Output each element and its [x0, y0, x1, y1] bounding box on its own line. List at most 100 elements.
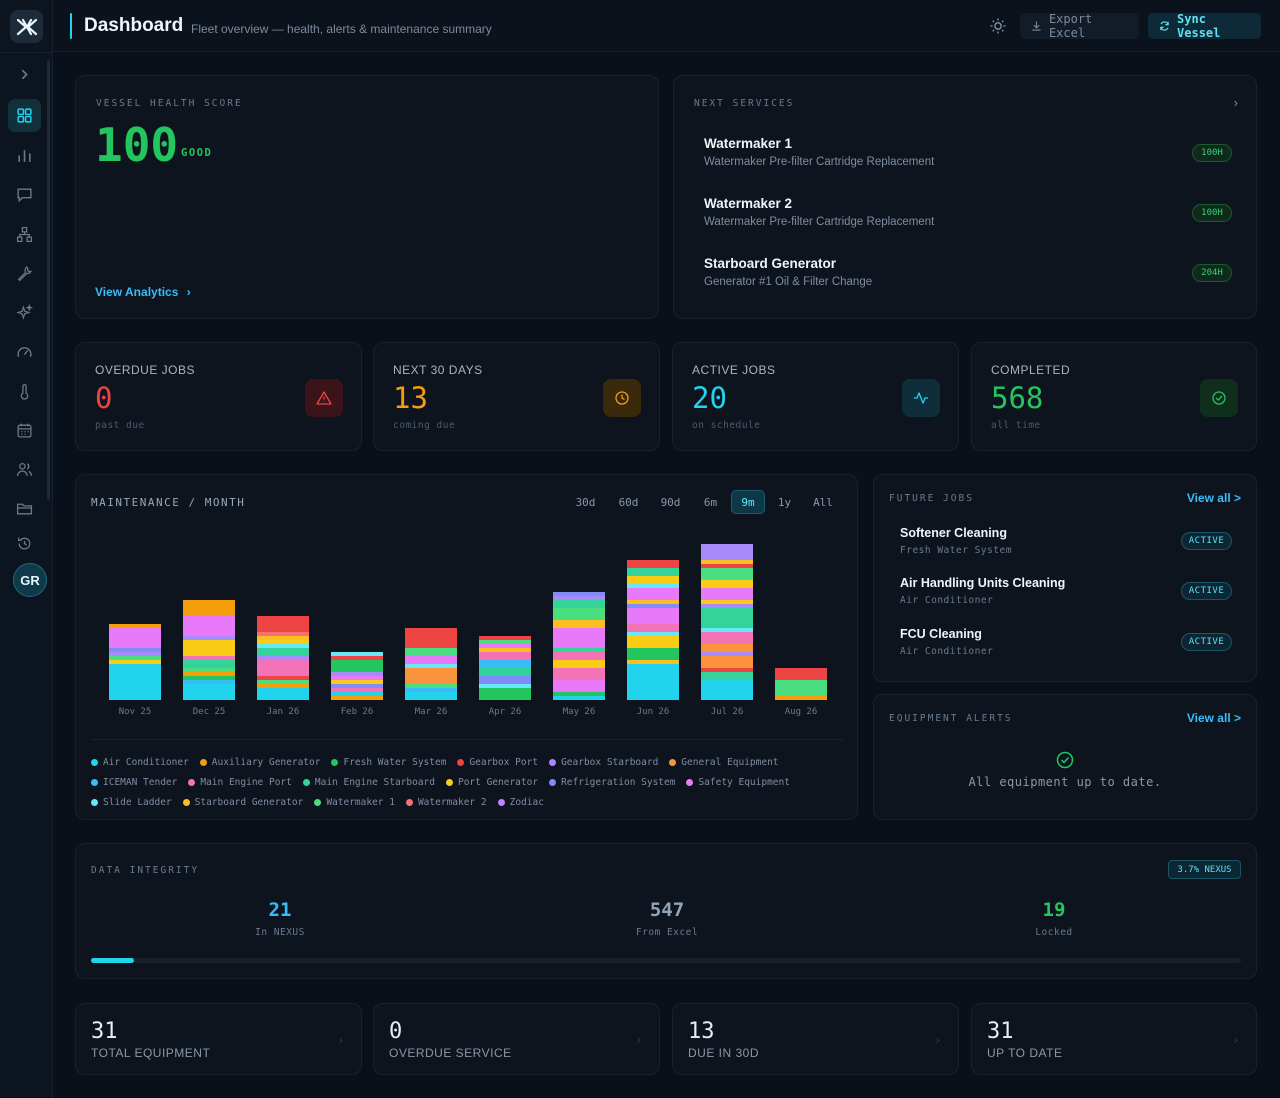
future-job-item[interactable]: FCU Cleaning Air Conditioner ACTIVE	[900, 627, 1232, 657]
bar-dec-25[interactable]	[183, 600, 235, 700]
active-jobs-card[interactable]: ACTIVE JOBS 20 on schedule	[672, 342, 959, 451]
bar-mar-26[interactable]	[405, 628, 457, 700]
next-30-days-card[interactable]: NEXT 30 DAYS 13 coming due	[373, 342, 660, 451]
service-item[interactable]: Watermaker 1 Watermaker Pre-filter Cartr…	[704, 136, 1232, 168]
next-services-card: NEXT SERVICES › Watermaker 1 Watermaker …	[673, 75, 1257, 319]
legend-item[interactable]: Gearbox Starboard	[549, 757, 658, 768]
bar-segment	[775, 668, 827, 680]
range-button-60d[interactable]: 60d	[618, 495, 639, 509]
future-job-item[interactable]: Air Handling Units Cleaning Air Conditio…	[900, 576, 1232, 606]
sync-vessel-button[interactable]: Sync Vessel	[1148, 12, 1261, 40]
sidebar-item-messages[interactable]	[8, 178, 41, 211]
service-item[interactable]: Watermaker 2 Watermaker Pre-filter Cartr…	[704, 196, 1232, 228]
view-analytics-link[interactable]: View Analytics ›	[95, 285, 191, 299]
legend-item[interactable]: ICEMAN Tender	[91, 777, 177, 788]
future-jobs-view-all-link[interactable]: View all >	[1186, 491, 1241, 505]
range-button-all[interactable]: All	[813, 495, 833, 509]
bar-segment	[553, 668, 605, 680]
sidebar-expand-chevron-icon[interactable]	[8, 58, 41, 91]
locked-stat: 19 Locked	[964, 899, 1144, 938]
legend-item[interactable]: Main Engine Starboard	[302, 777, 435, 788]
sidebar-item-hierarchy[interactable]	[8, 218, 41, 251]
chevron-right-icon[interactable]: ›	[1233, 95, 1238, 110]
sidebar-item-ai[interactable]	[8, 296, 41, 329]
bar-jul-26[interactable]	[701, 544, 753, 700]
legend-item[interactable]: Watermaker 2	[405, 797, 487, 808]
bar-jan-26[interactable]	[257, 616, 309, 700]
bar-jun-26[interactable]	[627, 560, 679, 700]
range-button-30d[interactable]: 30d	[575, 495, 596, 509]
data-integrity-card: DATA INTEGRITY 3.7% NEXUS 21 In NEXUS 54…	[75, 843, 1257, 979]
bar-apr-26[interactable]	[479, 636, 531, 700]
legend-item[interactable]: Air Conditioner	[91, 757, 189, 768]
sidebar-item-history[interactable]	[8, 532, 41, 554]
legend-item[interactable]: Port Generator	[445, 777, 538, 788]
x-tick-label: May 26	[563, 707, 596, 717]
sidebar-item-sensors[interactable]	[8, 375, 41, 408]
bar-segment	[257, 688, 309, 700]
bar-segment	[627, 624, 679, 632]
legend-item[interactable]: Watermaker 1	[314, 797, 395, 808]
theme-toggle-sun-icon[interactable]	[988, 16, 1008, 36]
legend-item[interactable]: Gearbox Port	[457, 757, 538, 768]
stat-value: 13	[393, 381, 428, 415]
range-button-9m[interactable]: 9m	[731, 490, 765, 514]
bar-segment	[257, 632, 309, 636]
legend-label: Gearbox Starboard	[561, 756, 659, 768]
legend-label: Safety Equipment	[698, 776, 790, 788]
nexus-percent-badge: 3.7% NEXUS	[1168, 860, 1241, 879]
export-excel-label: Export Excel	[1048, 12, 1093, 40]
bar-segment	[257, 616, 309, 632]
sidebar-item-gauges[interactable]	[8, 336, 41, 369]
sidebar-item-documents[interactable]	[8, 492, 41, 525]
legend-item[interactable]: Slide Ladder	[91, 797, 172, 808]
equipment-alerts-view-all-link[interactable]: View all >	[1186, 711, 1241, 725]
legend-item[interactable]: Auxiliary Generator	[199, 757, 320, 768]
sidebar-item-analytics[interactable]	[8, 139, 41, 172]
legend-item[interactable]: Safety Equipment	[686, 777, 790, 788]
sidebar-item-calendar[interactable]	[8, 414, 41, 447]
range-button-90d[interactable]: 90d	[660, 495, 681, 509]
legend-item[interactable]: General Equipment	[669, 757, 779, 768]
bar-segment	[405, 688, 457, 692]
legend-swatch	[405, 798, 413, 806]
bar-segment	[627, 648, 679, 660]
legend-item[interactable]: Refrigeration System	[549, 777, 675, 788]
due-in-30d-card[interactable]: 13 DUE IN 30D ›	[672, 1003, 959, 1075]
service-desc: Generator #1 Oil & Filter Change	[704, 276, 873, 288]
alerts-empty-state: All equipment up to date.	[874, 751, 1256, 789]
legend-item[interactable]: Main Engine Port	[188, 777, 292, 788]
bar-feb-26[interactable]	[331, 652, 383, 700]
bar-segment	[183, 668, 235, 672]
sidebar-scrollbar[interactable]	[47, 60, 50, 500]
stat-label: DUE IN 30D	[688, 1046, 760, 1060]
bar-nov-25[interactable]	[109, 624, 161, 700]
alerts-message: All equipment up to date.	[968, 775, 1162, 789]
legend-item[interactable]: Starboard Generator	[182, 797, 303, 808]
total-equipment-card[interactable]: 31 TOTAL EQUIPMENT ›	[75, 1003, 362, 1075]
legend-item[interactable]: Fresh Water System	[331, 757, 446, 768]
range-button-1y[interactable]: 1y	[777, 495, 792, 509]
avatar[interactable]: GR	[13, 563, 47, 597]
completed-card[interactable]: COMPLETED 568 all time	[971, 342, 1257, 451]
export-excel-button[interactable]: Export Excel	[1020, 12, 1139, 40]
overdue-service-card[interactable]: 0 OVERDUE SERVICE ›	[373, 1003, 660, 1075]
bar-segment	[405, 664, 457, 668]
check-circle-icon	[1056, 751, 1074, 769]
sidebar-item-crew[interactable]	[8, 453, 41, 486]
up-to-date-card[interactable]: 31 UP TO DATE ›	[971, 1003, 1257, 1075]
integrity-progress-bar	[91, 958, 1241, 963]
nexus-logo-icon[interactable]	[10, 10, 43, 43]
sidebar-item-maintenance[interactable]	[8, 257, 41, 290]
service-item[interactable]: Starboard Generator Generator #1 Oil & F…	[704, 256, 1232, 288]
sidebar-item-dashboard[interactable]	[8, 99, 41, 132]
bar-segment	[331, 660, 383, 672]
overdue-jobs-card[interactable]: OVERDUE JOBS 0 past due	[75, 342, 362, 451]
bar-may-26[interactable]	[553, 592, 605, 700]
bar-aug-26[interactable]	[775, 668, 827, 700]
range-button-6m[interactable]: 6m	[703, 495, 718, 509]
legend-item[interactable]: Zodiac	[497, 797, 544, 808]
service-name: Watermaker 2	[704, 196, 793, 211]
bar-segment	[109, 664, 161, 700]
future-job-item[interactable]: Softener Cleaning Fresh Water System ACT…	[900, 526, 1232, 556]
